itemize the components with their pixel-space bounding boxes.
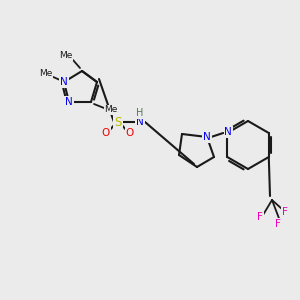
Text: F: F xyxy=(275,219,281,229)
Text: Me: Me xyxy=(39,70,53,79)
Text: S: S xyxy=(114,116,122,128)
Text: F: F xyxy=(257,212,263,222)
Text: N: N xyxy=(203,132,211,142)
Text: O: O xyxy=(126,128,134,138)
Text: O: O xyxy=(102,128,110,138)
Text: N: N xyxy=(224,127,232,137)
Text: N: N xyxy=(65,97,73,107)
Text: Me: Me xyxy=(104,106,118,115)
Text: F: F xyxy=(282,207,288,217)
Text: H: H xyxy=(136,108,144,118)
Text: N: N xyxy=(136,117,144,127)
Text: Me: Me xyxy=(59,52,73,61)
Text: N: N xyxy=(60,77,68,87)
